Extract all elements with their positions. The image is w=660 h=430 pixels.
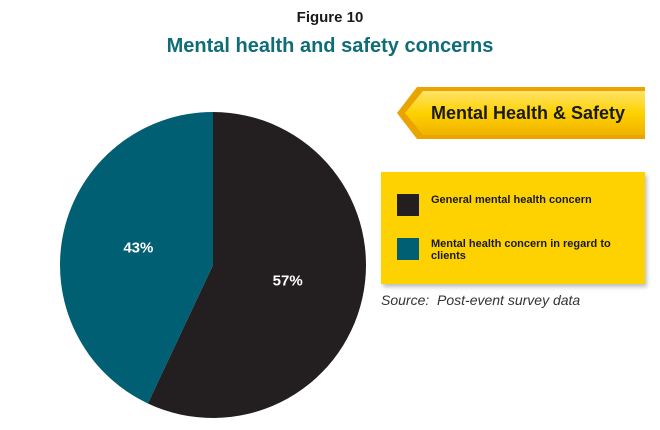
pie-slice-label-0: 57% [273, 273, 303, 290]
banner-label: Mental Health & Safety [430, 103, 626, 123]
legend-item-clients: Mental health concern in regard to clien… [397, 238, 631, 262]
legend-label-clients: Mental health concern in regard to clien… [431, 238, 611, 262]
legend-item-general: General mental health concern [397, 194, 631, 216]
category-banner: Mental Health & Safety [395, 85, 645, 141]
legend-swatch-general [397, 194, 419, 216]
pie-slice-label-1: 43% [123, 239, 153, 256]
chart-title: Mental health and safety concerns [166, 35, 494, 57]
banner-shape-icon [397, 87, 645, 139]
legend-label-general: General mental health concern [431, 194, 592, 206]
source-note: Source: Post-event survey data [381, 292, 581, 308]
legend: General mental health concern Mental hea… [381, 172, 645, 284]
figure-label: Figure 10 [296, 9, 364, 26]
pie-slice-1 [59, 112, 214, 404]
pie-slice-0 [147, 112, 366, 419]
legend-swatch-clients [397, 238, 419, 260]
